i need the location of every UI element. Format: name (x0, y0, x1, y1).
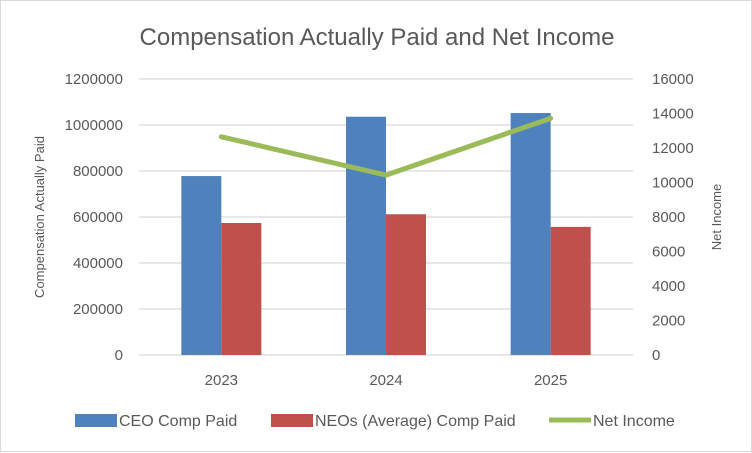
bar-neos-average-comp-paid (221, 222, 262, 355)
bar-neos-average-comp-paid (550, 226, 591, 355)
y2-tick-label: 14000 (652, 106, 694, 123)
y-tick-label: 200000 (73, 301, 123, 318)
y2-tick-label: 16000 (652, 71, 694, 88)
y-tick-label: 0 (115, 347, 123, 364)
bar-ceo-comp-paid (181, 176, 222, 355)
y2-tick-label: 8000 (652, 209, 685, 226)
y2-tick-label: 10000 (652, 175, 694, 192)
y-axis-label: Compensation Actually Paid (32, 136, 47, 298)
legend-label: Net Income (593, 413, 675, 430)
chart-title: Compensation Actually Paid and Net Incom… (140, 24, 615, 51)
y-tick-label: 800000 (73, 163, 123, 180)
y-tick-label: 400000 (73, 255, 123, 272)
legend-swatch (271, 414, 313, 427)
legend-label: NEOs (Average) Comp Paid (315, 413, 516, 430)
y2-tick-label: 4000 (652, 278, 685, 295)
y2-tick-label: 2000 (652, 313, 685, 330)
bar-ceo-comp-paid (510, 113, 551, 355)
y-tick-label: 1000000 (65, 117, 123, 134)
bar-neos-average-comp-paid (386, 214, 426, 355)
x-tick-label: 2024 (369, 372, 402, 389)
x-tick-label: 2025 (534, 372, 567, 389)
y-tick-label: 600000 (73, 209, 123, 226)
y2-tick-label: 12000 (652, 140, 694, 157)
bar-ceo-comp-paid (346, 116, 386, 355)
x-tick-label: 2023 (205, 372, 238, 389)
y2-tick-label: 6000 (652, 244, 685, 261)
y-tick-label: 1200000 (65, 71, 123, 88)
line-net-income (218, 115, 554, 178)
y2-tick-label: 0 (652, 347, 660, 364)
legend-swatch (75, 414, 117, 427)
y2-axis-label: Net Income (709, 184, 724, 250)
legend-label: CEO Comp Paid (119, 413, 237, 430)
